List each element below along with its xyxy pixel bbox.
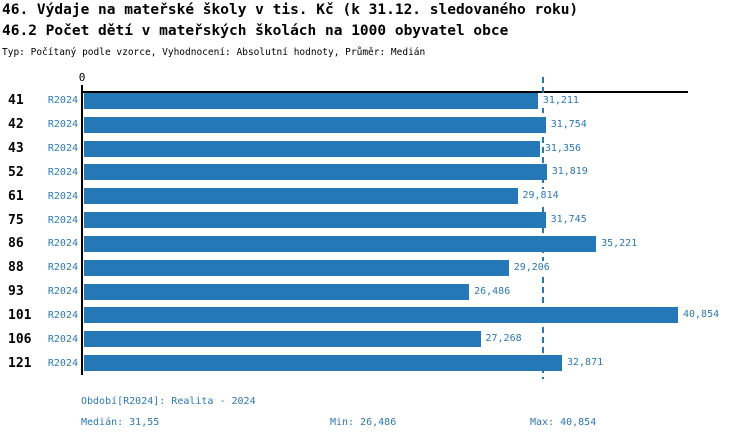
value-bar: [84, 331, 481, 348]
category-label: 42: [8, 117, 24, 133]
series-period-label: R2024: [47, 286, 78, 298]
category-label: 52: [8, 164, 24, 180]
bar-zone: 31,745: [84, 212, 750, 229]
category-label: 101: [8, 307, 32, 323]
bar-zone: 35,221: [84, 235, 750, 252]
series-period-label: R2024: [47, 95, 78, 107]
value-label: 31,211: [541, 93, 580, 108]
value-label: 29,206: [512, 260, 551, 275]
series-period-label: R2024: [47, 190, 78, 202]
value-label: 40,854: [682, 308, 721, 323]
series-period-label: R2024: [47, 262, 78, 274]
series-period-label: R2024: [47, 333, 78, 345]
value-label: 32,871: [566, 356, 605, 371]
bar-rows: 41 R2024 31,211 42 R2024 31,754 43 R2024…: [0, 89, 750, 375]
value-label: 31,819: [550, 165, 589, 180]
y-axis-line: [81, 85, 83, 375]
bar-zone: 40,854: [84, 307, 750, 324]
value-bar: [84, 235, 597, 252]
category-label: 43: [8, 141, 24, 157]
bar-row: 106 R2024 27,268: [0, 327, 750, 351]
value-label: 31,356: [543, 141, 583, 156]
category-label: 93: [8, 284, 24, 300]
chart-meta-line: Typ: Počítaný podle vzorce, Vyhodnocení:…: [2, 47, 426, 58]
series-period-label: R2024: [47, 214, 78, 226]
x-axis-zero-tick-label: 0: [78, 71, 86, 84]
chart-title-line1: 46. Výdaje na mateřské školy v tis. Kč (…: [2, 2, 579, 18]
category-label: 121: [8, 355, 32, 371]
bar-row: 121 R2024 32,871: [0, 351, 750, 375]
category-label: 61: [8, 188, 24, 204]
value-bar: [84, 283, 470, 300]
bar-row: 88 R2024 29,206: [0, 256, 750, 280]
value-label: 27,268: [484, 332, 523, 347]
chart-title-line2: 46.2 Počet dětí v mateřských školách na …: [2, 23, 509, 39]
category-label: 88: [8, 260, 24, 276]
value-bar: [84, 212, 546, 229]
footer-min-stat: Min: 26,486: [330, 417, 397, 428]
footer-max-stat: Max: 40,854: [530, 417, 597, 428]
series-period-label: R2024: [47, 166, 78, 178]
value-bar: [84, 188, 518, 205]
bar-row: 101 R2024 40,854: [0, 303, 750, 327]
bar-row: 52 R2024 31,819: [0, 160, 750, 184]
value-label: 29,814: [521, 189, 560, 204]
series-period-label: R2024: [47, 357, 78, 369]
category-label: 75: [8, 212, 24, 228]
x-axis-line: [82, 91, 688, 93]
value-bar: [84, 92, 538, 109]
value-bar: [84, 116, 546, 133]
value-label: 31,754: [549, 117, 588, 132]
bar-row: 61 R2024 29,814: [0, 184, 750, 208]
series-period-label: R2024: [47, 238, 78, 250]
bar-zone: 31,356: [84, 140, 750, 157]
category-label: 106: [8, 331, 32, 347]
series-period-label: R2024: [47, 143, 78, 155]
bar-row: 93 R2024 26,486: [0, 280, 750, 304]
value-bar: [84, 259, 509, 276]
value-label: 31,745: [549, 213, 588, 228]
bar-row: 41 R2024 31,211: [0, 89, 750, 113]
value-bar: [84, 307, 678, 324]
bar-zone: 26,486: [84, 283, 750, 300]
bar-zone: 31,211: [84, 92, 750, 109]
bar-zone: 27,268: [84, 331, 750, 348]
value-label: 26,486: [473, 284, 512, 299]
category-label: 86: [8, 236, 24, 252]
bar-row: 43 R2024 31,356: [0, 137, 750, 161]
value-bar: [84, 164, 547, 181]
bar-row: 75 R2024 31,745: [0, 208, 750, 232]
series-period-label: R2024: [47, 309, 78, 321]
value-bar: [84, 140, 540, 157]
footer-period-line: Období[R2024]: Realita - 2024: [81, 396, 256, 407]
bar-zone: 29,814: [84, 188, 750, 205]
bar-row: 42 R2024 31,754: [0, 113, 750, 137]
category-label: 41: [8, 93, 24, 109]
value-label: 35,221: [600, 236, 639, 251]
bar-zone: 31,819: [84, 164, 750, 181]
bar-zone: 31,754: [84, 116, 750, 133]
series-period-label: R2024: [47, 119, 78, 131]
bar-row: 86 R2024 35,221: [0, 232, 750, 256]
value-bar: [84, 355, 562, 372]
bar-zone: 32,871: [84, 355, 750, 372]
footer-median-stat: Medián: 31,55: [81, 417, 160, 428]
bar-zone: 29,206: [84, 259, 750, 276]
